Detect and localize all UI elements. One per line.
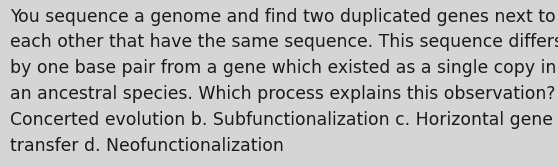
Text: by one base pair from a gene which existed as a single copy in: by one base pair from a gene which exist… bbox=[10, 59, 556, 77]
Text: transfer d. Neofunctionalization: transfer d. Neofunctionalization bbox=[10, 137, 284, 155]
Text: Concerted evolution b. Subfunctionalization c. Horizontal gene: Concerted evolution b. Subfunctionalizat… bbox=[10, 111, 553, 129]
Text: You sequence a genome and find two duplicated genes next to: You sequence a genome and find two dupli… bbox=[10, 8, 556, 26]
Text: each other that have the same sequence. This sequence differs: each other that have the same sequence. … bbox=[10, 33, 558, 51]
Text: an ancestral species. Which process explains this observation? a.: an ancestral species. Which process expl… bbox=[10, 85, 558, 103]
